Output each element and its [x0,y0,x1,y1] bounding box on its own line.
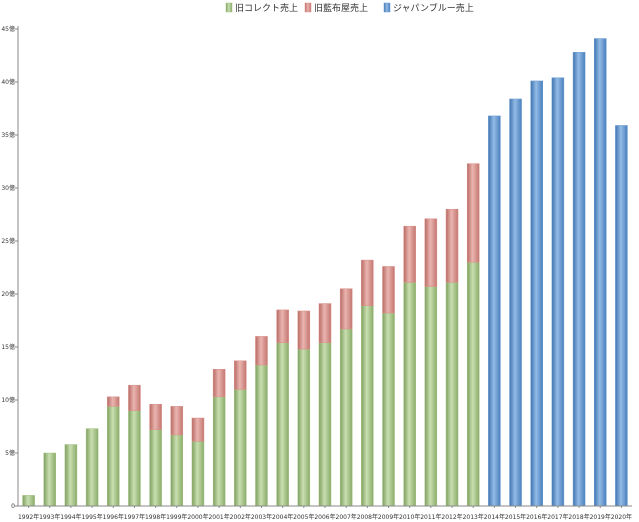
x-tick-label: 1999年 [166,513,187,521]
legend-label-2: ジャパンブルー売上 [393,2,474,14]
bar-2001年-series-1 [212,369,226,398]
y-tick-label: 40億 [1,78,15,86]
bar-2020年-series-2 [615,125,628,507]
x-tick-label: 2002年 [230,513,251,521]
x-axis: 1992年 1993年 1994年 1995年 1996年 1997年 1998年 1999年… [18,505,632,521]
y-tick-label: 25億 [1,237,15,245]
bar-1995年-series-0 [85,428,99,507]
y-tick-label: 0 [11,503,15,510]
bar-2010年-series-0 [403,282,416,507]
x-tick-label: 1996年 [103,513,124,521]
bar-1999年-series-1 [170,406,184,436]
legend: 旧コレクト売上 旧藍布屋売上 ジャパンブルー売上 [225,2,474,14]
bar-2005年-series-0 [297,348,311,507]
y-tick-label: 5億 [5,449,15,457]
x-tick-label: 2010年 [399,513,420,521]
x-tick-label: 1998年 [145,513,166,521]
bar-2008年-series-1 [361,259,374,306]
bar-2002年-series-1 [234,360,247,390]
x-tick-label: 2011年 [420,513,441,521]
y-tick-label: 10億 [1,396,15,404]
y-tick-label: 20億 [1,290,15,298]
x-tick-label: 2014年 [484,513,505,521]
bar-2000年-series-1 [191,417,205,442]
bar-1998年-series-1 [149,403,162,430]
legend-swatch-1 [304,2,312,13]
x-tick-label: 1997年 [124,513,145,521]
x-tick-label: 1994年 [60,513,81,521]
x-tick-label: 2003年 [251,513,272,521]
y-axis: 0 5億 10億 15億 20億 25億 30億 35億 40億 45億 [1,25,19,510]
bar-2019年-series-2 [593,38,607,507]
bar-1997年-series-1 [128,384,141,411]
bar-1996年-series-1 [107,396,120,407]
bar-2010年-series-1 [403,225,416,283]
bar-1993年-series-0 [43,452,57,507]
x-tick-label: 2015年 [505,513,526,521]
x-tick-label: 2009年 [378,513,399,521]
bar-2012年-series-0 [445,282,459,507]
bars [22,38,628,507]
bar-2013年-series-0 [466,261,480,507]
bar-2003年-series-0 [255,364,268,507]
bar-2017年-series-2 [551,77,565,507]
bar-2011年-series-0 [424,286,438,507]
x-tick-label: 2006年 [314,513,335,521]
x-tick-label: 2016年 [526,513,547,521]
bar-2000年-series-0 [191,441,205,507]
x-tick-label: 2001年 [208,513,229,521]
bar-1999年-series-0 [170,434,184,507]
bar-2006年-series-0 [318,342,332,507]
bar-2009年-series-1 [382,266,395,314]
x-tick-label: 2017年 [547,513,568,521]
x-tick-label: 2005年 [293,513,314,521]
x-tick-label: 2007年 [336,513,357,521]
bar-2012年-series-1 [445,208,459,283]
y-tick-label: 30億 [1,184,15,192]
x-tick-label: 2018年 [568,513,589,521]
bar-2009年-series-0 [382,312,395,507]
bar-2008年-series-0 [361,305,374,507]
bar-1994年-series-0 [64,444,78,507]
bar-2004年-series-0 [276,342,289,507]
y-tick-label: 35億 [1,131,15,139]
bar-2018年-series-2 [572,52,586,507]
bar-2013年-series-1 [466,163,480,263]
legend-swatch-2 [383,2,391,13]
bar-2006年-series-1 [318,303,332,344]
x-tick-label: 2012年 [441,513,462,521]
bar-2005年-series-1 [297,310,311,350]
bar-2007年-series-0 [339,328,353,507]
x-tick-label: 1993年 [39,513,60,521]
x-tick-label: 2020年 [611,513,632,521]
bar-2011年-series-1 [424,218,438,287]
y-tick-label: 15億 [1,343,15,351]
bar-1992年-series-0 [22,495,35,507]
bar-2004年-series-1 [276,309,289,344]
bar-2001年-series-0 [212,396,226,507]
x-tick-label: 2000年 [187,513,208,521]
bar-2016年-series-2 [530,80,543,507]
x-tick-label: 2004年 [272,513,293,521]
legend-label-1: 旧藍布屋売上 [314,2,368,14]
bar-2003年-series-1 [255,336,268,366]
bar-1998年-series-0 [149,429,162,507]
bar-1997年-series-0 [128,410,141,507]
bar-2002年-series-0 [234,389,247,507]
x-tick-label: 2013年 [463,513,484,521]
legend-label-0: 旧コレクト売上 [235,2,298,14]
bar-1996年-series-0 [107,406,120,507]
x-tick-label: 1992年 [18,513,39,521]
y-tick-label: 45億 [1,25,15,33]
bar-2015年-series-2 [509,98,522,507]
legend-swatch-0 [225,2,233,13]
x-tick-label: 1995年 [81,513,102,521]
bar-2014年-series-2 [488,115,501,507]
x-tick-label: 2008年 [357,513,378,521]
bar-2007年-series-1 [339,288,353,330]
x-tick-label: 2019年 [590,513,611,521]
